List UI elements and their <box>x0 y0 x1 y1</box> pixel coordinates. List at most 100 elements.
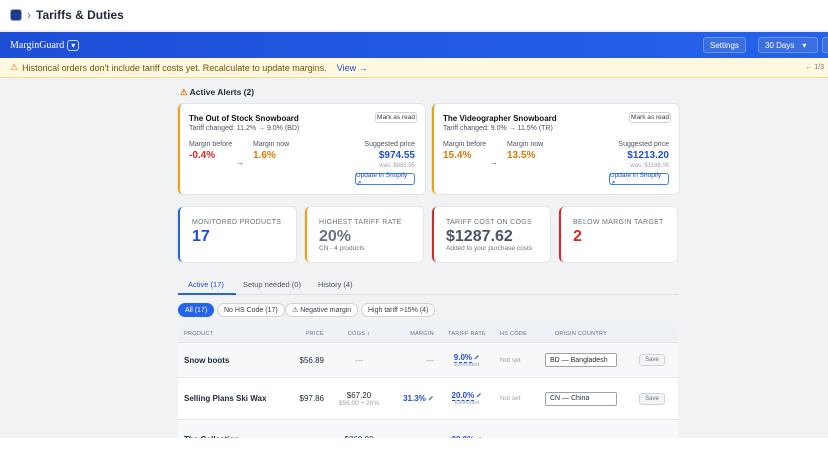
tariff-cell: 20.0% Estimated <box>436 391 498 406</box>
stat-label: MONITORED PRODUCTS <box>192 219 282 226</box>
save-button[interactable]: Save <box>639 392 665 405</box>
before-value: -0.4% <box>189 150 216 161</box>
product-name: The Out of Stock Snowboard <box>189 114 299 123</box>
tariff-cell: 9.0% Estimated <box>436 352 498 368</box>
stat-label: BELOW MARGIN TARGET <box>573 219 664 226</box>
was-price: was: $1186.00 <box>630 163 669 169</box>
before-label: Margin before <box>189 141 233 148</box>
separator: › <box>27 8 31 22</box>
tariff-line: 20.0% <box>438 435 496 438</box>
table-row: Selling Plans Ski Wax $97.86 $67.20 $56.00 … <box>178 378 678 420</box>
stat-card: HIGHEST TARIFF RATE 20% CN - 4 products <box>305 207 423 262</box>
filter-pill[interactable]: High tariff >15% (4) <box>361 303 436 317</box>
banner: ⚠ Historical orders don't include tariff… <box>0 58 828 78</box>
edit-icon[interactable] <box>474 354 480 360</box>
product-name: The Videographer Snowboard <box>443 114 557 123</box>
column-header: ORIGIN COUNTRY <box>554 330 608 337</box>
label: 30 Days <box>765 40 795 50</box>
tab[interactable]: Active (17) <box>188 280 224 289</box>
stat-card: MONITORED PRODUCTS 17 <box>178 207 296 262</box>
settings-button[interactable]: Settings <box>703 37 746 53</box>
tariff-note: Estimated <box>454 361 480 368</box>
filter-pill[interactable]: All (17) <box>178 303 215 317</box>
hs-code: Not set <box>500 356 521 364</box>
update-button[interactable]: Update in Shopify ↗ <box>609 172 669 187</box>
cogs-cell: $360.00 <box>326 435 392 438</box>
cogs: — <box>355 355 363 365</box>
column-header: PRODUCT <box>184 330 214 337</box>
mark-read-button[interactable]: Mark as read <box>375 112 417 123</box>
tariff-change: Tariff changed: 9.0% → 11.5% (TR) <box>443 125 553 132</box>
product-name: The Collection <box>178 435 286 438</box>
edit-icon[interactable] <box>428 395 434 401</box>
now-value: 1.6% <box>253 150 276 161</box>
alerts-title: Active Alerts (2) <box>189 87 255 97</box>
now-label: Margin now <box>253 141 290 148</box>
banner-link[interactable]: View → <box>336 62 368 73</box>
page-title: Tariffs & Duties <box>36 8 124 22</box>
mark-read-button[interactable]: Mark as read <box>629 112 671 123</box>
alerts-icon: ⚠ <box>180 87 188 97</box>
range-button[interactable]: 30 Days ▾ <box>758 37 818 53</box>
tariff-line: 20.0% <box>438 391 496 401</box>
breadcrumb-bar: › Tariffs & Duties <box>0 0 828 30</box>
app-dropdown[interactable]: ▾ <box>67 39 80 51</box>
now-label: Margin now <box>507 141 544 148</box>
edit-icon[interactable] <box>476 436 482 438</box>
caret: ▾ <box>802 40 807 50</box>
cogs: $360.00 <box>328 435 390 438</box>
tariff-rate: 20.0% <box>451 391 475 401</box>
icon-shape <box>479 437 482 438</box>
arrow: → <box>236 158 244 167</box>
label: Settings <box>710 40 739 50</box>
app-header: MarginGuard ▾ Settings 30 Days ▾ <box>0 32 828 58</box>
before-value: 15.4% <box>443 150 472 161</box>
stat-value: $1287.62 <box>446 228 513 245</box>
save-button[interactable]: Save <box>639 354 665 366</box>
stat-value: 2 <box>573 228 582 245</box>
stat-label: TARIFF COST ON COGS <box>446 219 532 226</box>
filter-pill[interactable]: ⚠ Negative margin <box>285 303 359 317</box>
tariff-change: Tariff changed: 11.2% → 9.0% (BD) <box>189 125 300 132</box>
filter-pill[interactable]: No HS Code (17) <box>217 303 285 317</box>
tariff-rate: 20.0% <box>451 435 475 438</box>
origin-cell: CN — China <box>536 391 626 406</box>
was-price: was: $885.95 <box>379 163 415 169</box>
tab[interactable]: History (4) <box>318 280 353 289</box>
alerts-heading: ⚠ Active Alerts (2) <box>180 87 254 98</box>
column-header: PRICE <box>305 330 324 337</box>
origin-select[interactable]: BD — Bangladesh <box>545 353 617 367</box>
margin: 31.3% <box>403 394 426 403</box>
tab[interactable]: Setup needed (0) <box>243 280 301 289</box>
cogs-note: $56.00 + 20% <box>338 399 380 407</box>
column-header: TARIFF RATE <box>448 330 486 337</box>
now-value: 13.5% <box>507 150 536 161</box>
suggested-price: $1213.20 <box>627 150 669 161</box>
price-label: Suggested price <box>618 141 669 148</box>
update-button[interactable]: Update in Shopify ↗ <box>355 172 415 187</box>
origin-select[interactable]: CN — China <box>545 391 617 406</box>
table-header: PRODUCT PRICE COGS ↕ MARGIN TARIFF RATE HS CO… <box>178 325 678 343</box>
table-row: The Collection $360.00 20.0% <box>178 420 678 438</box>
warning-icon: ⚠ <box>10 62 19 72</box>
suggested-price: $974.55 <box>378 150 415 161</box>
stat-card: TARIFF COST ON COGS $1287.62 Added to your… <box>432 207 550 262</box>
cogs-cell: $67.20 $56.00 + 20% <box>326 391 392 407</box>
tariff-rate: 9.0% <box>453 352 472 363</box>
edit-icon[interactable] <box>476 392 482 398</box>
hs-code: Not set <box>500 395 521 402</box>
cogs-cell: — <box>326 356 392 365</box>
banner-message: Historical orders don't include tariff c… <box>22 62 327 73</box>
icon-shape <box>474 354 480 359</box>
arrow: → <box>490 158 498 167</box>
margin-cell: 31.3% <box>392 394 436 403</box>
cogs: $67.20 <box>346 390 372 400</box>
banner-pager[interactable]: ← 1/3 <box>805 64 824 71</box>
products-table: PRODUCT PRICE COGS ↕ MARGIN TARIFF RATE HS CO… <box>178 325 678 438</box>
stat-value: 17 <box>192 228 210 245</box>
stat-note: CN - 4 products <box>319 245 365 252</box>
more-button[interactable] <box>822 37 828 53</box>
margin: — <box>426 355 434 365</box>
column-header: COGS ↕ <box>347 330 371 337</box>
